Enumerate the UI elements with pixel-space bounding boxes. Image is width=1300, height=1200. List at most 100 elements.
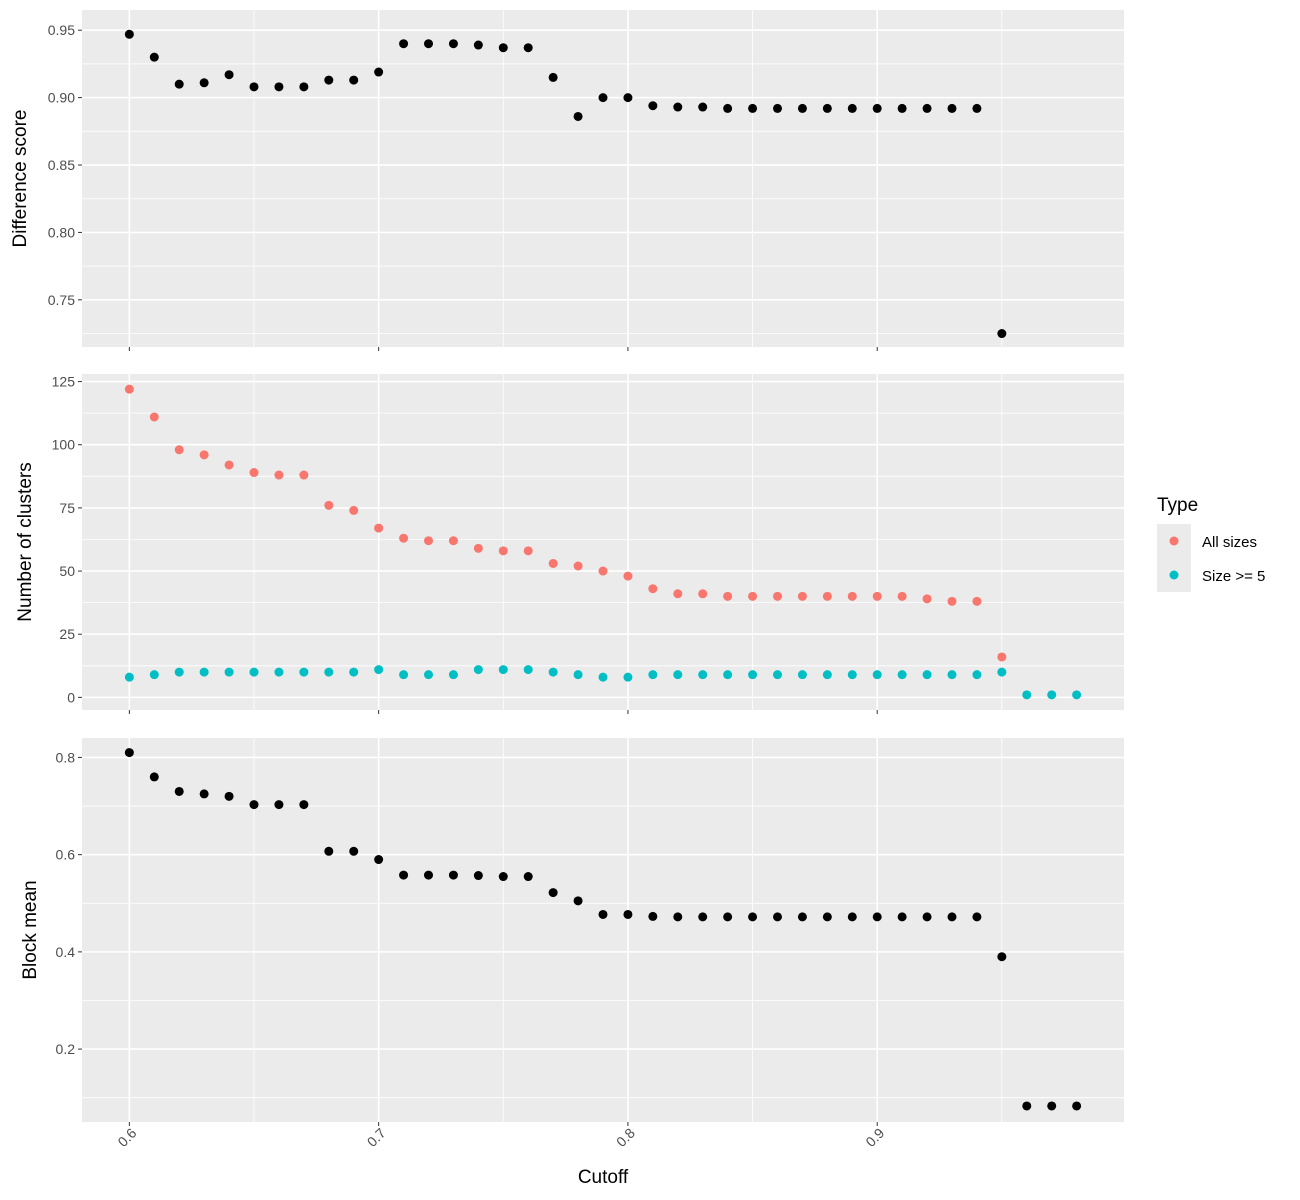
block-mean-point: [922, 912, 932, 922]
difference-score-panel: 0.75 0.80 0.85 0.90 0.95 Difference score: [10, 10, 1124, 351]
number-of-clusters-point: [399, 533, 409, 543]
difference-score-point: [174, 79, 184, 89]
number-of-clusters-point: [673, 589, 683, 599]
block-mean-point: [897, 912, 907, 922]
difference-score-point: [249, 82, 259, 92]
difference-score-point: [573, 111, 583, 121]
block-mean-point: [698, 912, 708, 922]
number-of-clusters-point: [349, 667, 359, 677]
block-mean-point: [149, 772, 159, 782]
difference-score-point: [374, 67, 384, 77]
difference-score-y-tick-label: 0.85: [48, 157, 75, 173]
difference-score-point: [299, 82, 309, 92]
block-mean-point: [374, 855, 384, 865]
block-mean-point: [448, 870, 458, 880]
number-of-clusters-point: [1047, 690, 1057, 700]
difference-score-point: [922, 103, 932, 113]
block-mean-point: [498, 872, 508, 882]
block-mean-point: [274, 800, 284, 810]
number-of-clusters-point: [573, 561, 583, 571]
number-of-clusters-point: [822, 670, 832, 680]
number-of-clusters-point: [623, 571, 633, 581]
number-of-clusters-point: [124, 384, 134, 394]
number-of-clusters-point: [997, 652, 1007, 662]
number-of-clusters-point: [374, 523, 384, 533]
number-of-clusters-point: [299, 667, 309, 677]
difference-score-y-tick-label: 0.80: [48, 224, 75, 240]
number-of-clusters-point: [523, 665, 533, 675]
number-of-clusters-point: [797, 591, 807, 601]
number-of-clusters-point: [424, 536, 434, 546]
difference-score-point: [723, 103, 733, 113]
number-of-clusters-point: [698, 670, 708, 680]
difference-score-point: [947, 103, 957, 113]
number-of-clusters-point: [922, 594, 932, 604]
block-mean-point: [523, 872, 533, 882]
number-of-clusters-point: [498, 546, 508, 556]
block-mean-point: [324, 846, 334, 856]
difference-score-point: [424, 39, 434, 49]
block-mean-point: [847, 912, 857, 922]
difference-score-point: [797, 103, 807, 113]
number-of-clusters-point: [748, 670, 758, 680]
number-of-clusters-point: [548, 558, 558, 568]
block-mean-point: [174, 786, 184, 796]
difference-score-y-tick-label: 0.90: [48, 90, 75, 106]
number-of-clusters-point: [498, 665, 508, 675]
difference-score-point: [997, 329, 1007, 339]
difference-score-point: [199, 78, 209, 88]
legend-dot-size-ge-5: [1169, 570, 1179, 580]
number-of-clusters-point: [149, 412, 159, 422]
number-of-clusters-point: [872, 591, 882, 601]
difference-score-point: [448, 39, 458, 49]
legend: Type All sizes Size >= 5: [1157, 495, 1265, 592]
number-of-clusters-point: [448, 536, 458, 546]
number-of-clusters-point: [897, 591, 907, 601]
number-of-clusters-point: [174, 445, 184, 455]
block-mean-y-tick-label: 0.2: [56, 1041, 76, 1057]
number-of-clusters-point: [249, 667, 259, 677]
difference-score-point: [772, 103, 782, 113]
block-mean-point: [772, 912, 782, 922]
difference-score-point: [399, 39, 409, 49]
block-mean-y-tick-label: 0.4: [56, 944, 76, 960]
block-mean-point: [548, 888, 558, 898]
number-of-clusters-point: [224, 667, 234, 677]
number-of-clusters-point: [623, 672, 633, 682]
difference-score-y-axis-title: Difference score: [10, 110, 31, 248]
difference-score-point: [623, 93, 633, 103]
block-mean-point: [299, 800, 309, 810]
number-of-clusters-point: [872, 670, 882, 680]
x-axis-title: Cutoff: [578, 1167, 629, 1188]
block-mean-plot-background: [82, 738, 1124, 1122]
number-of-clusters-point: [1022, 690, 1032, 700]
block-mean-point: [1072, 1101, 1082, 1111]
number-of-clusters-y-tick-label: 25: [59, 626, 75, 642]
block-mean-point: [124, 748, 134, 758]
difference-score-point: [124, 29, 134, 39]
number-of-clusters-point: [748, 591, 758, 601]
number-of-clusters-panel: 0 25 50 75 100 125 Number of clusters: [15, 374, 1124, 714]
number-of-clusters-point: [324, 667, 334, 677]
number-of-clusters-point: [673, 670, 683, 680]
number-of-clusters-point: [698, 589, 708, 599]
number-of-clusters-point: [473, 665, 483, 675]
number-of-clusters-y-axis-title: Number of clusters: [15, 462, 36, 621]
block-mean-y-axis-title: Block mean: [20, 880, 41, 979]
number-of-clusters-point: [349, 505, 359, 515]
number-of-clusters-point: [473, 543, 483, 553]
number-of-clusters-point: [299, 470, 309, 480]
legend-label-size-ge-5: Size >= 5: [1202, 568, 1265, 585]
block-mean-point: [598, 909, 608, 919]
block-mean-point: [797, 912, 807, 922]
block-mean-y-tick-label: 0.8: [56, 749, 76, 765]
block-mean-point: [1022, 1101, 1032, 1111]
difference-score-point: [872, 103, 882, 113]
block-mean-point: [573, 896, 583, 906]
number-of-clusters-point: [972, 596, 982, 606]
number-of-clusters-point: [448, 670, 458, 680]
number-of-clusters-point: [149, 670, 159, 680]
block-mean-point: [972, 912, 982, 922]
difference-score-point: [972, 103, 982, 113]
